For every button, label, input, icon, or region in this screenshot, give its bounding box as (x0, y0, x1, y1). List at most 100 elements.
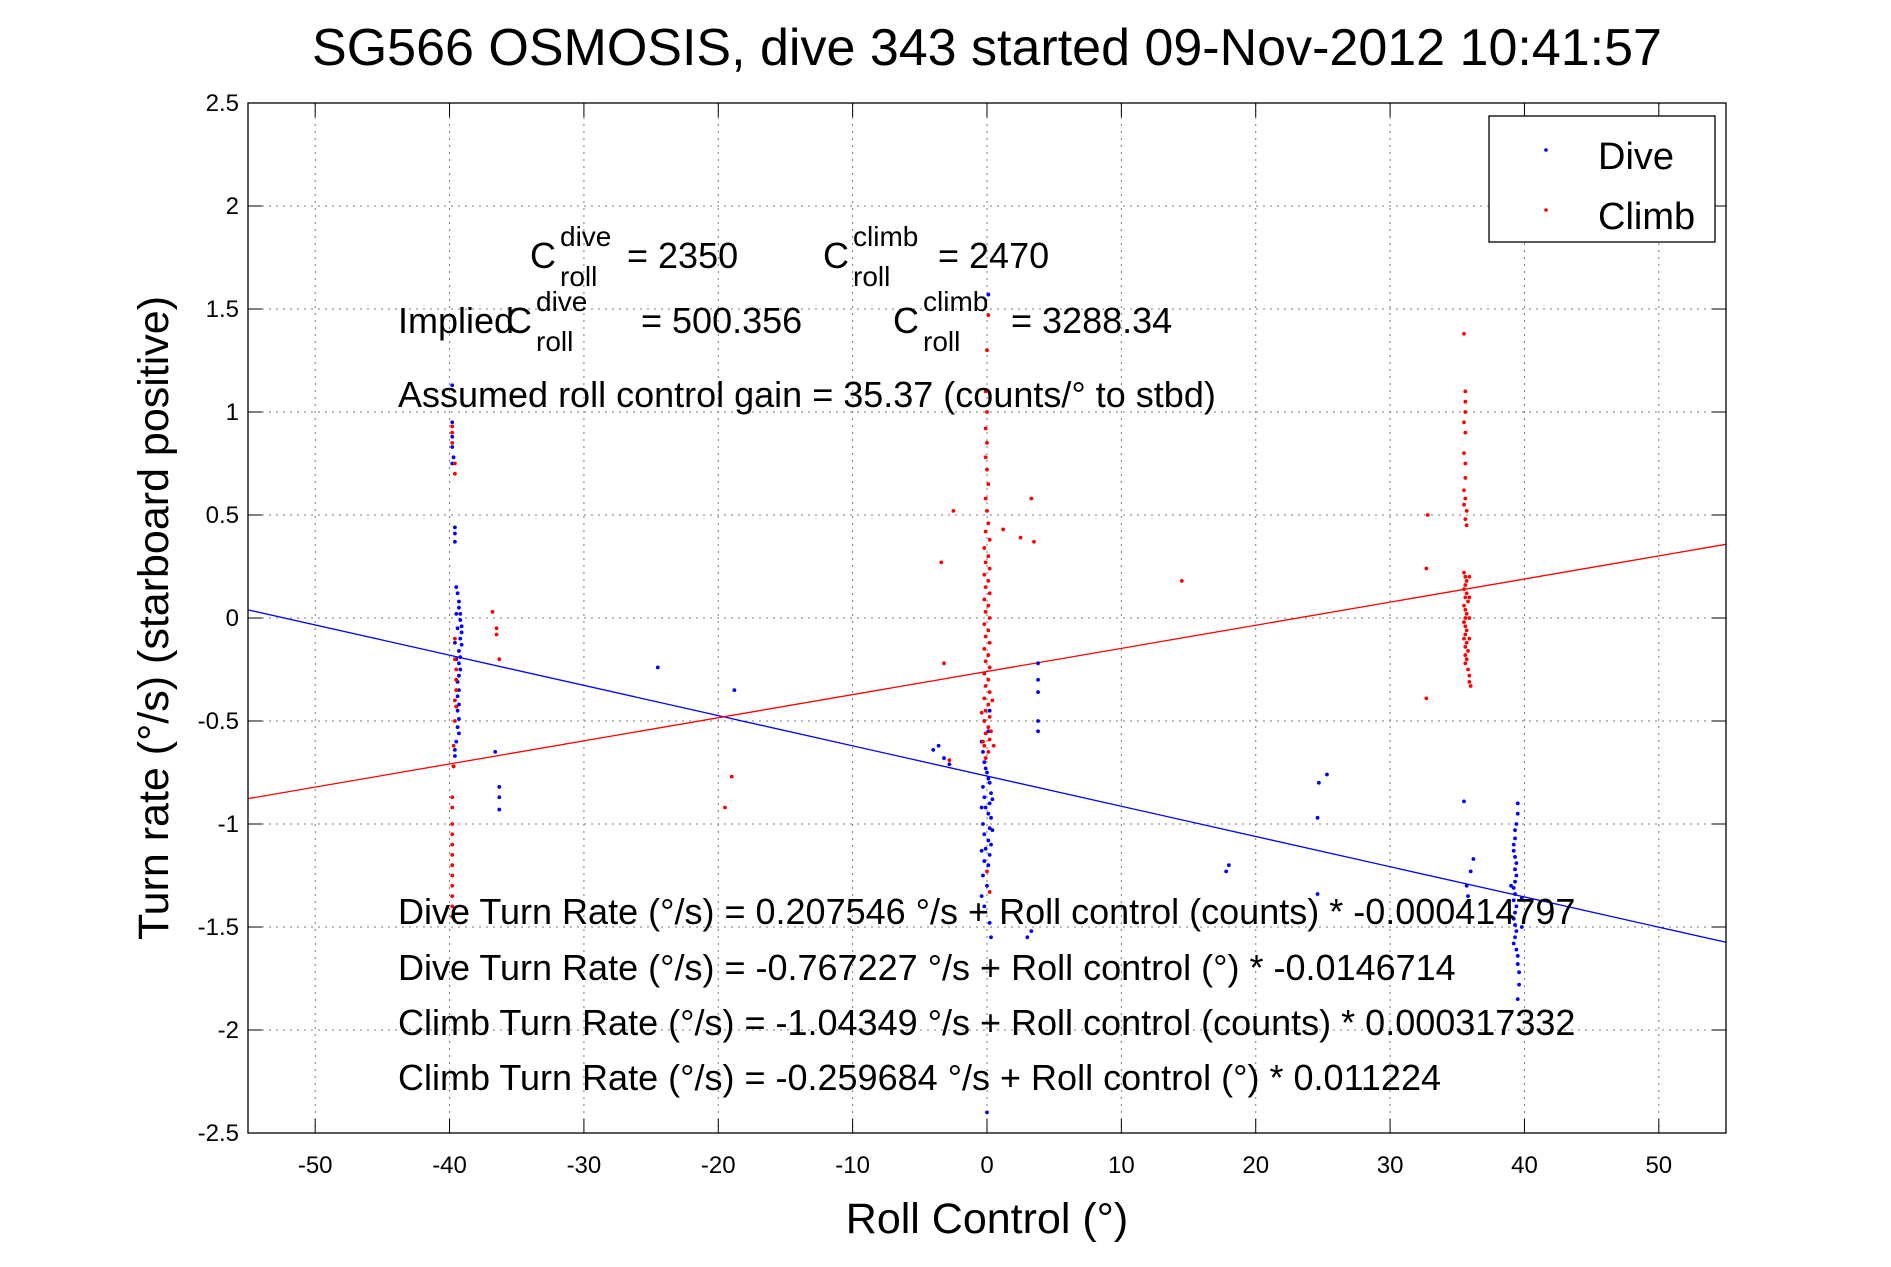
point-climb (453, 636, 457, 641)
point-climb (1463, 496, 1468, 501)
point-climb (1464, 611, 1469, 616)
c-dive-sub: roll (560, 261, 597, 292)
point-dive (1511, 898, 1516, 903)
point-dive (457, 688, 461, 692)
point-climb (1466, 667, 1470, 672)
implied-climb-value: = 3288.34 (1011, 300, 1172, 341)
point-climb (1462, 502, 1466, 507)
point-dive (459, 624, 464, 629)
point-dive (982, 859, 987, 863)
point-dive (989, 815, 993, 820)
point-climb (983, 585, 988, 589)
point-dive (1511, 916, 1516, 921)
y-tick-label: 0 (226, 605, 239, 632)
point-dive (455, 725, 460, 730)
point-climb (453, 698, 457, 703)
point-dive (1514, 861, 1519, 866)
point-climb (450, 863, 455, 868)
point-climb (450, 883, 455, 888)
point-climb (453, 657, 457, 662)
point-climb (947, 758, 952, 763)
y-tick-label: 1 (226, 399, 239, 426)
point-climb (1464, 523, 1469, 528)
point-dive (983, 805, 988, 810)
point-climb (986, 750, 991, 754)
point-dive (1315, 892, 1320, 896)
c-climb-sub: roll (853, 261, 890, 292)
point-dive (1468, 869, 1473, 874)
c-climb-symbol: C (823, 235, 849, 276)
point-climb (453, 471, 457, 476)
point-climb (987, 537, 992, 542)
points-layer (450, 292, 1524, 1115)
implied-prefix: Implied (398, 300, 524, 341)
point-dive (947, 762, 952, 767)
point-dive (1036, 677, 1040, 682)
point-dive (453, 754, 457, 758)
point-climb (1467, 679, 1472, 684)
point-climb (985, 441, 989, 445)
equation-climb-counts: Climb Turn Rate (°/s) = -1.04349 °/s + R… (398, 1002, 1575, 1043)
point-dive (931, 747, 936, 752)
point-dive (1513, 935, 1517, 940)
point-climb (1424, 566, 1429, 571)
point-climb (1467, 616, 1472, 620)
point-climb (986, 628, 991, 633)
point-climb (1464, 657, 1469, 662)
point-climb (981, 739, 985, 744)
point-climb (1424, 696, 1429, 701)
point-climb (450, 832, 455, 837)
point-climb (986, 677, 991, 682)
point-dive (457, 661, 461, 666)
x-tick-label: 20 (1242, 1152, 1269, 1179)
point-climb (1463, 624, 1468, 629)
point-climb (454, 677, 459, 682)
point-climb (1466, 649, 1470, 653)
point-climb (985, 410, 989, 414)
point-dive (989, 842, 993, 847)
point-climb (451, 743, 456, 748)
point-dive (986, 292, 991, 297)
point-climb (987, 566, 992, 571)
implied-climb-sub: roll (923, 326, 960, 357)
point-climb (1462, 587, 1466, 592)
legend-marker-climb (1544, 208, 1548, 212)
point-dive (1511, 885, 1516, 890)
point-climb (986, 554, 991, 559)
point-climb (983, 496, 988, 501)
x-tick-label: 40 (1511, 1152, 1538, 1179)
point-climb (453, 461, 457, 466)
point-dive (1513, 855, 1517, 859)
point-climb (1464, 628, 1469, 633)
point-dive (981, 873, 985, 878)
fit-line-dive-fit (247, 609, 1727, 943)
point-climb (989, 729, 993, 734)
point-climb (987, 890, 992, 894)
point-climb (450, 873, 455, 878)
point-dive (983, 766, 988, 771)
point-climb (1464, 640, 1469, 645)
x-tick-label: -30 (567, 1152, 602, 1179)
point-dive (1025, 935, 1030, 940)
fit-lines-layer (247, 543, 1727, 943)
fit-line-climb-fit (247, 543, 1727, 800)
point-climb (1029, 496, 1034, 501)
point-climb (454, 667, 459, 672)
point-dive (1514, 873, 1519, 878)
point-dive (1511, 842, 1516, 847)
point-dive (454, 611, 459, 616)
point-dive (455, 626, 460, 631)
point-dive (982, 795, 987, 800)
point-climb (1467, 595, 1472, 600)
point-climb (982, 597, 987, 602)
y-tick-label: -2 (218, 1017, 239, 1044)
legend-label-dive: Dive (1598, 136, 1674, 178)
point-climb (450, 795, 455, 800)
point-dive (454, 585, 459, 589)
point-climb (983, 609, 988, 614)
point-climb (450, 441, 455, 445)
point-climb (1463, 574, 1468, 579)
y-tick-label: 2 (226, 193, 239, 220)
point-climb (985, 467, 989, 472)
point-dive (1515, 997, 1520, 1001)
